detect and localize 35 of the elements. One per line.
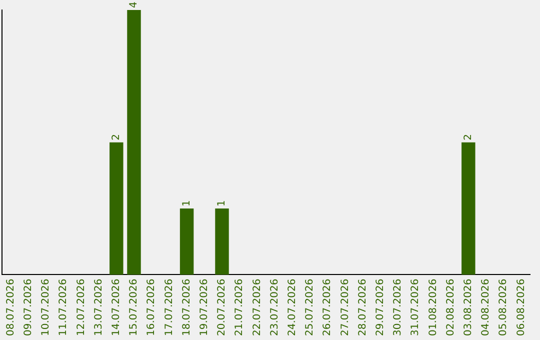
x-tick-label: 22.07.2026 <box>252 278 263 336</box>
x-tick-label: 02.08.2026 <box>445 278 456 336</box>
data-label: 2 <box>462 134 474 140</box>
x-tick-label: 23.07.2026 <box>269 278 280 336</box>
x-tick-label: 13.07.2026 <box>93 278 104 336</box>
x-tick-label: 05.08.2026 <box>498 278 510 336</box>
x-tick-label: 12.07.2026 <box>76 278 87 336</box>
data-label: 1 <box>216 200 228 207</box>
x-tick-label: 29.07.2026 <box>374 278 386 336</box>
data-label: 2 <box>110 134 122 140</box>
x-tick-label: 28.07.2026 <box>357 278 368 336</box>
x-tick-label: 20.07.2026 <box>216 278 228 336</box>
x-tick-label: 26.07.2026 <box>322 278 334 336</box>
x-tick-label: 09.07.2026 <box>22 278 34 336</box>
x-tick-label: 17.07.2026 <box>164 278 175 336</box>
x-tick-label: 19.07.2026 <box>198 278 210 336</box>
x-tick-label: 16.07.2026 <box>146 278 158 336</box>
x-tick-label: 21.07.2026 <box>234 278 246 336</box>
x-tick-label: 24.07.2026 <box>286 278 298 336</box>
x-tick-label: 11.07.2026 <box>58 278 70 336</box>
x-tick-label: 04.08.2026 <box>480 278 492 336</box>
x-tick-label: 01.08.2026 <box>428 278 439 336</box>
x-tick-label: 06.08.2026 <box>516 278 527 336</box>
x-tick-label: 27.07.2026 <box>340 278 351 336</box>
x-tick-label: 14.07.2026 <box>110 278 122 336</box>
data-label: 1 <box>181 200 192 207</box>
x-tick-label: 10.07.2026 <box>40 278 52 336</box>
x-tick-label: 03.08.2026 <box>462 278 474 336</box>
x-tick-label: 08.07.2026 <box>5 278 16 336</box>
data-label: 4 <box>128 2 140 8</box>
x-tick-label: 30.07.2026 <box>392 278 404 336</box>
x-tick-label: 18.07.2026 <box>181 278 192 336</box>
x-tick-label: 31.07.2026 <box>410 278 422 336</box>
x-tick-label: 15.07.2026 <box>128 278 140 336</box>
x-tick-label: 25.07.2026 <box>304 278 316 336</box>
